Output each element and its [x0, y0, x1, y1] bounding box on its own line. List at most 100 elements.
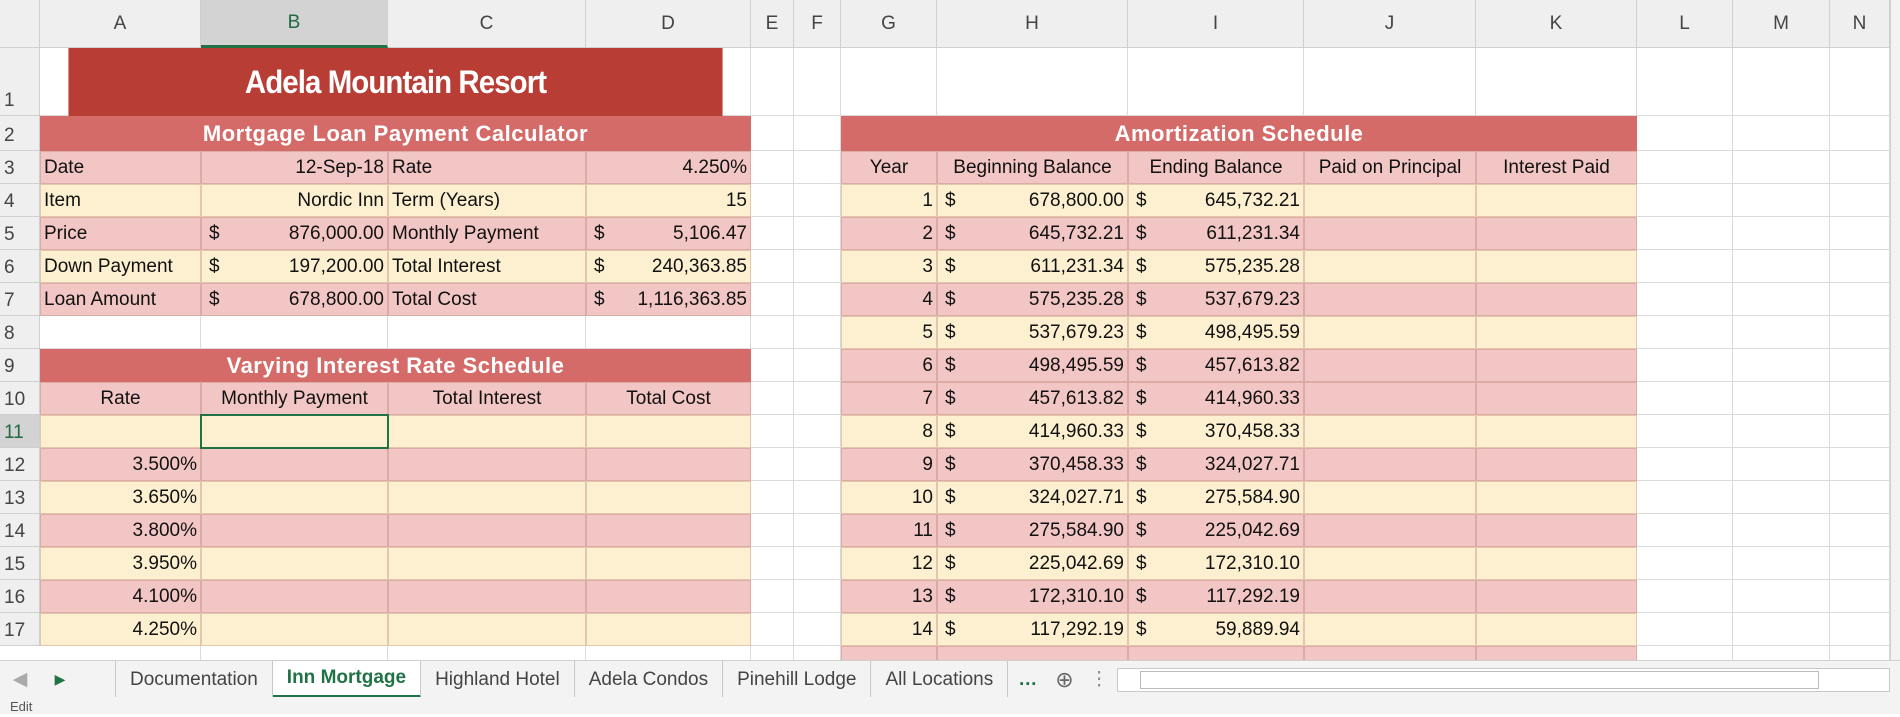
cell [841, 48, 937, 116]
scrollbar-thumb[interactable] [1139, 670, 1819, 689]
cell-fill [841, 184, 937, 217]
cell-fill [1304, 580, 1476, 613]
sheet-tab[interactable]: Inn Mortgage [272, 661, 422, 698]
sheet-tab[interactable]: Documentation [116, 661, 273, 698]
cell [1637, 580, 1733, 613]
cell-fill [841, 217, 937, 250]
cell-fill [40, 481, 201, 514]
cell-fill [1128, 448, 1304, 481]
cell-fill [1304, 547, 1476, 580]
currency-sign: $ [1136, 387, 1147, 409]
cell-fill [586, 382, 751, 415]
scroll-left[interactable]: ◀ [12, 669, 28, 690]
cell [1830, 448, 1890, 481]
cell-fill [1128, 316, 1304, 349]
cell [1637, 349, 1733, 382]
currency-sign: $ [1136, 618, 1147, 640]
column-header: E [751, 0, 794, 48]
year: 8 [922, 420, 933, 442]
beginning-balance: 457,613.82 [1028, 387, 1124, 409]
status-mode: Edit [10, 699, 33, 714]
cell-fill [1304, 184, 1476, 217]
year: 9 [922, 453, 933, 475]
splitter[interactable]: ⋮ [1089, 669, 1109, 690]
cell-fill [937, 349, 1128, 382]
cell-fill [586, 547, 751, 580]
column-title: Total Interest [432, 387, 542, 409]
cell [794, 514, 841, 547]
cell [1637, 646, 1733, 660]
row-header: 1 [0, 48, 40, 116]
field-value: 197,200.00 [288, 255, 384, 277]
cell [1733, 116, 1830, 151]
cell [388, 646, 586, 660]
year: 2 [922, 222, 933, 244]
field-value: 240,363.85 [651, 255, 747, 277]
cell-fill [586, 514, 751, 547]
cell-fill [388, 580, 586, 613]
cell-fill [586, 448, 751, 481]
cell [794, 448, 841, 481]
beginning-balance: 117,292.19 [1030, 618, 1124, 640]
more-tabs[interactable]: … [1018, 668, 1038, 690]
cell-fill [1128, 580, 1304, 613]
cell [1733, 613, 1830, 646]
cell-fill [1304, 613, 1476, 646]
separator [80, 661, 116, 698]
cell-fill [40, 580, 201, 613]
currency-sign: $ [1136, 354, 1147, 376]
row-header: 12 [0, 448, 40, 481]
cell-fill [201, 382, 388, 415]
year: 14 [911, 618, 933, 640]
sheet-tab[interactable]: Highland Hotel [421, 661, 575, 698]
year: 7 [922, 387, 933, 409]
cell-fill [201, 217, 388, 250]
horizontal-scrollbar[interactable] [1116, 667, 1890, 692]
cell-fill [937, 646, 1128, 660]
cell-fill [937, 184, 1128, 217]
cell-fill [1128, 481, 1304, 514]
cell [1637, 151, 1733, 184]
sheet-tab[interactable]: Pinehill Lodge [723, 661, 872, 698]
row-header: 9 [0, 349, 40, 382]
cell-fill [201, 250, 388, 283]
active-cell[interactable] [200, 414, 389, 449]
beginning-balance: 575,235.28 [1028, 288, 1124, 310]
currency-sign: $ [1136, 222, 1147, 244]
cell-fill [937, 283, 1128, 316]
currency-sign: $ [1136, 519, 1147, 541]
scroll-right[interactable]: ▶ [54, 671, 66, 687]
column-header: H [937, 0, 1128, 48]
sheet-tab[interactable]: All Locations [871, 661, 1009, 698]
cell-fill [388, 613, 586, 646]
cell-fill [841, 283, 937, 316]
cell [1733, 151, 1830, 184]
row-header: 7 [0, 283, 40, 316]
cell [794, 580, 841, 613]
vertical-scrollbar[interactable] [1890, 0, 1900, 660]
add-sheet[interactable]: ⊕ [1055, 666, 1074, 692]
cell-fill [1128, 415, 1304, 448]
cell-fill [1128, 283, 1304, 316]
row-header: 3 [0, 151, 40, 184]
cell [751, 48, 794, 116]
sheet-tab[interactable]: Adela Condos [575, 661, 724, 698]
currency-sign: $ [209, 255, 220, 277]
cell [1637, 382, 1733, 415]
beginning-balance: 678,800.00 [1028, 189, 1124, 211]
cell-fill [1476, 448, 1637, 481]
cell-fill [937, 151, 1128, 184]
cell [794, 349, 841, 382]
column-title: Total Cost [626, 387, 711, 409]
field-label: Total Interest [392, 255, 501, 277]
cell [1733, 217, 1830, 250]
ending-balance: 324,027.71 [1204, 453, 1300, 475]
cell-fill [1476, 349, 1637, 382]
beginning-balance: 537,679.23 [1028, 321, 1124, 343]
column-title: Beginning Balance [953, 156, 1112, 178]
field-value: 678,800.00 [288, 288, 384, 310]
cell-fill [201, 481, 388, 514]
cell-fill [937, 448, 1128, 481]
cell [794, 250, 841, 283]
